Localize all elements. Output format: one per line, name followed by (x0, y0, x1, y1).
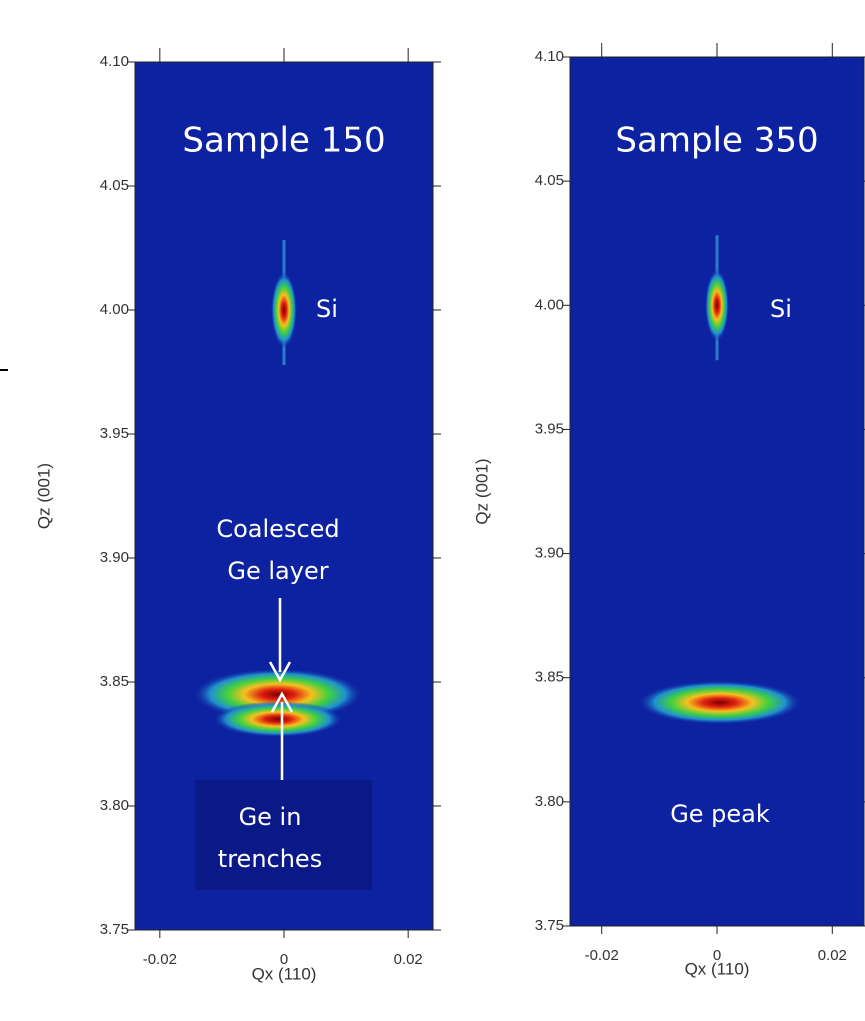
peak (212, 701, 343, 738)
x-tick-label: 0.02 (394, 951, 423, 968)
y-tick-label: 4.05 (535, 172, 564, 189)
y-tick-label: 4.10 (100, 53, 129, 70)
y-tick-label: 3.90 (100, 549, 129, 566)
annotation: Ge in (239, 803, 302, 831)
x-axis-label: Qx (110) (685, 959, 750, 978)
peak (637, 680, 802, 725)
y-tick-label: 4.10 (535, 48, 564, 65)
x-tick-label: -0.02 (585, 947, 619, 964)
y-tick-label: 4.05 (100, 177, 129, 194)
y-tick-label: 3.80 (100, 797, 129, 814)
annotation: Ge peak (670, 800, 770, 828)
arrowhead (270, 691, 294, 713)
annotation: Si (316, 295, 338, 323)
annotation: trenches (218, 845, 322, 873)
chart-title: Sample 350 (615, 121, 818, 161)
peak (271, 272, 297, 348)
y-axis-label: Qz (001) (34, 463, 53, 529)
y-tick-label: 3.95 (535, 420, 564, 437)
annotation: Ge layer (227, 557, 328, 585)
x-tick-label: 0 (280, 951, 288, 968)
x-tick-label: 0 (713, 947, 721, 964)
y-tick-label: 3.90 (535, 545, 564, 562)
x-tick-label: 0.02 (818, 947, 847, 964)
y-tick-label: 3.85 (100, 673, 129, 690)
y-axis-label: Qz (001) (472, 458, 491, 524)
annotation: Si (770, 295, 792, 323)
y-tick-label: 3.75 (100, 921, 129, 938)
plot-area (570, 57, 864, 926)
annotation-box (195, 780, 372, 890)
chart-title: Sample 150 (182, 121, 385, 161)
y-tick-label: 3.80 (535, 793, 564, 810)
annotation: Coalesced (216, 515, 339, 543)
y-tick-label: 4.00 (100, 301, 129, 318)
y-tick-label: 3.75 (535, 917, 564, 934)
x-axis-label: Qx (110) (252, 964, 317, 983)
y-tick-label: 3.95 (100, 425, 129, 442)
peak (705, 269, 729, 342)
plot: 3.75 3.80 3.85 3.90 3.95 4.00 4.05 4.10 -0.02 0 0.… (34, 48, 441, 983)
y-tick-label: 3.85 (535, 669, 564, 686)
x-tick-label: -0.02 (143, 951, 177, 968)
arrowhead (268, 661, 292, 683)
plot: 3.75 3.80 3.85 3.90 3.95 4.00 4.05 4.10 -0.02 0 0.… (472, 43, 865, 978)
y-tick-label: 4.00 (535, 296, 564, 313)
